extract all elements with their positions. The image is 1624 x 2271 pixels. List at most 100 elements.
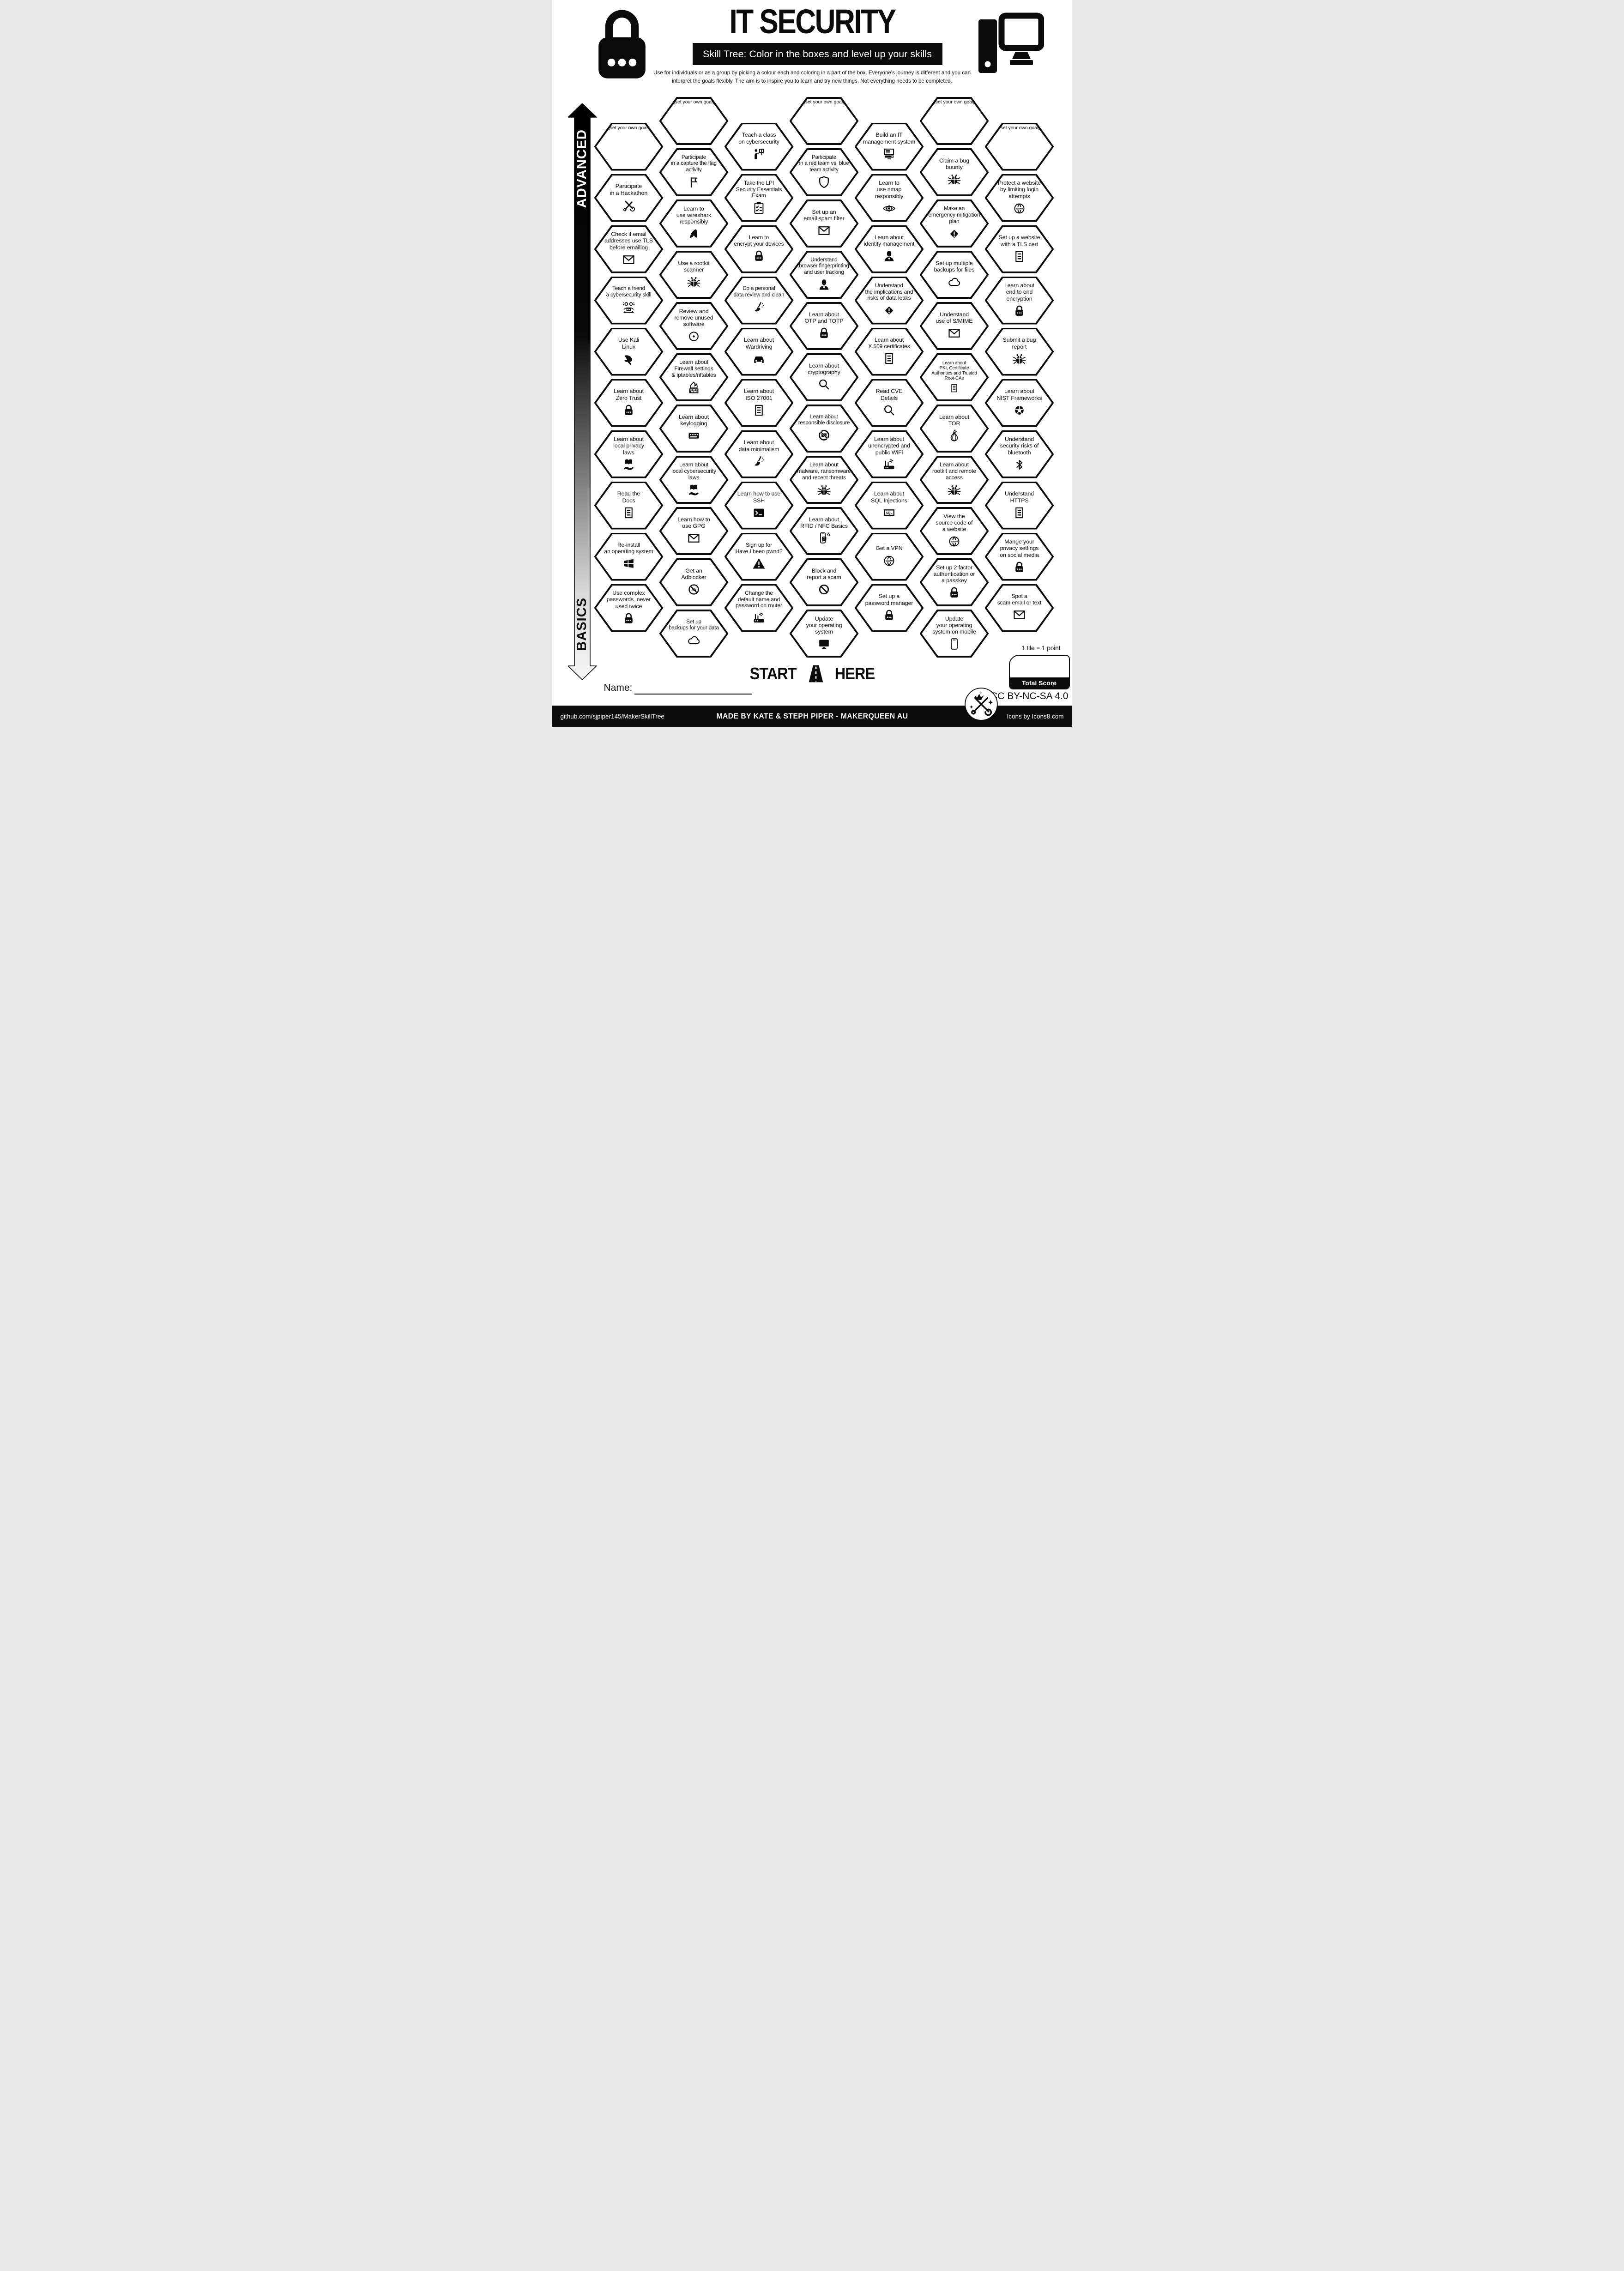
icons-credit[interactable]: Icons by Icons8.com bbox=[1007, 713, 1064, 720]
name-input-line[interactable] bbox=[634, 694, 752, 695]
cloud-icon bbox=[948, 278, 960, 286]
hex-tile[interactable]: Learn about Wardriving bbox=[724, 327, 794, 376]
hex-fill bbox=[596, 329, 661, 374]
hex-tile[interactable]: Learn how to use SSH bbox=[724, 481, 794, 530]
hex-tile[interactable]: Get a VPN www bbox=[854, 532, 924, 581]
block-icon bbox=[819, 584, 829, 595]
hex-fill bbox=[922, 252, 987, 297]
hex-tile[interactable]: Learn about NIST Frameworks bbox=[984, 379, 1054, 427]
hex-tile[interactable]: Update your operating system bbox=[789, 610, 859, 658]
hex-tile[interactable]: Sign up for 'Have I been pwnd?' bbox=[724, 532, 794, 581]
hex-tile[interactable]: Submit a bug report bbox=[984, 327, 1054, 376]
hex-tile-goal[interactable]: (set your own goal) bbox=[984, 122, 1054, 171]
hex-content: (set your own goal) bbox=[659, 97, 729, 145]
hex-tile[interactable]: Set up a password manager bbox=[854, 584, 924, 632]
phone-nfc-icon bbox=[820, 532, 830, 544]
hex-tile[interactable]: Use Kali Linux bbox=[594, 327, 664, 376]
hex-tile[interactable]: Learn about SQL Injections SQL bbox=[854, 481, 924, 530]
hex-tile[interactable]: Teach a class on cybersecurity bbox=[724, 122, 794, 171]
hex-tile[interactable]: Understand security risks of bluetooth bbox=[984, 430, 1054, 478]
tile-label: Set up an email spam filter bbox=[803, 208, 845, 222]
hex-tile[interactable]: Take the LPI Security Essentials Exam bbox=[724, 174, 794, 222]
hex-tile[interactable]: Learn about malware, ransomware and rece… bbox=[789, 456, 859, 504]
hex-tile[interactable]: View the source code of a website www bbox=[919, 507, 989, 555]
hex-tile[interactable]: Make an emergency mitigation plan bbox=[919, 199, 989, 248]
hex-tile[interactable]: Read the Docs bbox=[594, 481, 664, 530]
hex-tile[interactable]: Change the default name and password on … bbox=[724, 584, 794, 632]
hex-tile[interactable]: Learn about cryptography bbox=[789, 353, 859, 401]
hex-tile[interactable]: Get an Adblocker AD bbox=[659, 558, 729, 606]
hex-tile[interactable]: Learn about unencrypted and public WiFi bbox=[854, 430, 924, 478]
hex-tile[interactable]: Teach a friend a cybersecurity skill bbox=[594, 276, 664, 325]
hex-tile[interactable]: Learn how to use GPG bbox=[659, 507, 729, 555]
hex-tile[interactable]: Learn about Zero Trust bbox=[594, 379, 664, 427]
hex-tile[interactable]: Learn about local cybersecurity laws bbox=[659, 456, 729, 504]
hex-tile[interactable]: Understand the implications and risks of… bbox=[854, 276, 924, 325]
magnifier-icon bbox=[884, 405, 894, 415]
hex-tile[interactable]: Participate in a capture the flag activi… bbox=[659, 148, 729, 196]
hex-tile-goal[interactable]: (set your own goal) bbox=[789, 97, 859, 145]
hex-tile[interactable]: Read CVE Details bbox=[854, 379, 924, 427]
repo-link[interactable]: github.com/sjpiper145/MakerSkillTree bbox=[560, 713, 664, 720]
tile-label: Learn about OTP and TOTP bbox=[804, 311, 844, 324]
hex-content: Learn about SQL Injections SQL bbox=[855, 482, 924, 530]
hex-tile-goal[interactable]: (set your own goal) bbox=[659, 97, 729, 145]
hex-tile[interactable]: Use complex passwords, never used twice bbox=[594, 584, 664, 632]
hex-tile[interactable]: Learn about data minimalism bbox=[724, 430, 794, 478]
hex-tile[interactable]: Understand browser fingerprinting and us… bbox=[789, 251, 859, 299]
clipboard-icon bbox=[754, 202, 764, 214]
hex-tile[interactable]: Review and remove unused software bbox=[659, 302, 729, 350]
hex-tile[interactable]: Learn about ISO 27001 bbox=[724, 379, 794, 427]
hex-tile[interactable]: Update your operating system on mobile bbox=[919, 610, 989, 658]
hex-tile[interactable]: Learn about RFID / NFC Basics bbox=[789, 507, 859, 555]
warning-diamond-icon bbox=[885, 307, 893, 314]
hex-tile[interactable]: Learn about X.509 certificates bbox=[854, 327, 924, 376]
hex-tile[interactable]: Learn about end to end encryption bbox=[984, 276, 1054, 325]
hex-tile[interactable]: Learn about TOR bbox=[919, 405, 989, 453]
hex-tile[interactable]: Participate in a Hackathon bbox=[594, 174, 664, 222]
tile-label: Sign up for 'Have I been pwnd?' bbox=[734, 541, 784, 555]
hex-tile[interactable]: Check if email addresses use TLS before … bbox=[594, 225, 664, 273]
hex-tile[interactable]: Mange your privacy settings on social me… bbox=[984, 532, 1054, 581]
hex-tile[interactable]: Set up multiple backups for files bbox=[919, 251, 989, 299]
tools-icon bbox=[623, 200, 635, 211]
hex-tile[interactable]: Set up 2 factor authentication or a pass… bbox=[919, 558, 989, 606]
hex-tile[interactable]: Learn about responsible disclosure bbox=[789, 405, 859, 453]
hex-tile-goal[interactable]: (set your own goal) bbox=[919, 97, 989, 145]
hex-tile[interactable]: Spot a scam email or text bbox=[984, 584, 1054, 632]
hex-tile[interactable]: Learn about OTP and TOTP bbox=[789, 302, 859, 350]
total-score-box[interactable]: Total Score bbox=[1008, 655, 1070, 689]
hex-tile[interactable]: Learn about local privacy laws bbox=[594, 430, 664, 478]
hex-tile[interactable]: Learn about identity management bbox=[854, 225, 924, 273]
hex-tile[interactable]: Learn about keylogging bbox=[659, 405, 729, 453]
hex-tile[interactable]: Protect a website by limiting login atte… bbox=[984, 174, 1054, 222]
hex-tile[interactable]: Claim a bug bounty bbox=[919, 148, 989, 196]
tile-label: Use a rootkit scanner bbox=[678, 260, 710, 273]
hex-tile[interactable]: Use a rootkit scanner bbox=[659, 251, 729, 299]
bug-icon bbox=[817, 485, 831, 495]
hex-tile[interactable]: Build an IT management system bbox=[854, 122, 924, 171]
hex-tile[interactable]: Understand use of S/MIME bbox=[919, 302, 989, 350]
hex-tile[interactable]: Learn to encrypt your devices bbox=[724, 225, 794, 273]
hex-tile[interactable]: Participate in a red team vs. blue team … bbox=[789, 148, 859, 196]
hex-content: Set up a password manager bbox=[855, 584, 924, 632]
person-icon bbox=[884, 251, 894, 261]
hex-content: Do a personal data review and clean bbox=[724, 277, 794, 325]
hex-tile-goal[interactable]: (set your own goal) bbox=[594, 122, 664, 171]
hex-tile[interactable]: Learn to use nmap responsibly bbox=[854, 174, 924, 222]
hex-tile[interactable]: Re-install an operating system bbox=[594, 532, 664, 581]
hex-content: Learn about PKI, Certificate Authorities… bbox=[920, 353, 989, 401]
hex-tile[interactable]: Understand HTTPS bbox=[984, 481, 1054, 530]
tile-label: Set up backups for your data bbox=[669, 619, 719, 631]
hex-tile[interactable]: Learn about rootkit and remote access bbox=[919, 456, 989, 504]
hex-tile[interactable]: Learn to use wireshark responsibly bbox=[659, 199, 729, 248]
hex-tile[interactable]: Set up a website with a TLS cert bbox=[984, 225, 1054, 273]
hex-tile[interactable]: Learn about PKI, Certificate Authorities… bbox=[919, 353, 989, 401]
tile-label: Use complex passwords, never used twice bbox=[606, 590, 651, 610]
hex-tile[interactable]: Set up backups for your data bbox=[659, 610, 729, 658]
hex-tile[interactable]: Set up an email spam filter bbox=[789, 199, 859, 248]
tile-label: Learn about PKI, Certificate Authorities… bbox=[931, 360, 977, 381]
hex-tile[interactable]: Block and report a scam bbox=[789, 558, 859, 606]
hex-tile[interactable]: Do a personal data review and clean bbox=[724, 276, 794, 325]
hex-tile[interactable]: Learn about Firewall settings & iptables… bbox=[659, 353, 729, 401]
